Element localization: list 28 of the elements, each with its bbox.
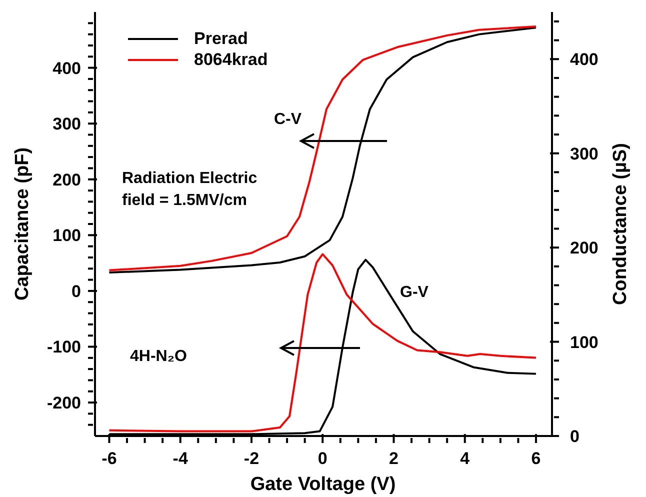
y2-tick-label: 200 [570, 238, 598, 258]
y-tick-label: 200 [52, 170, 81, 190]
y-tick-label: -200 [46, 394, 81, 413]
annotation: 4H-N₂O [130, 347, 187, 367]
x-tick-label: 6 [531, 449, 541, 468]
x-tick-label: -2 [244, 449, 260, 468]
x-tick-label: -4 [172, 449, 188, 468]
annotation: G-V [400, 283, 428, 303]
annotation: Radiation Electric field = 1.5MV/cm [122, 169, 258, 211]
x-axis-title: Gate Voltage (V) [250, 474, 396, 495]
y2-tick-label: 300 [570, 144, 598, 164]
x-tick-label: 2 [389, 449, 398, 468]
legend-label: 8064krad [194, 50, 268, 70]
y2-tick-label: 0 [570, 427, 580, 446]
y-tick-label: 300 [52, 114, 81, 134]
y-axis-title: Capacitance (pF) [12, 147, 33, 301]
y-tick-label: -100 [46, 338, 81, 357]
legend-label: Prerad [194, 28, 248, 48]
x-tick-label: -6 [102, 449, 117, 468]
y-tick-label: 400 [52, 58, 81, 78]
y-tick-label: 0 [72, 282, 81, 301]
y2-tick-label: 400 [570, 50, 598, 70]
x-tick-label: 4 [460, 449, 470, 468]
annotation: C-V [274, 110, 302, 130]
y2-axis-title: Conductance (µS) [610, 143, 631, 305]
x-tick-label: 0 [318, 449, 328, 468]
y2-tick-label: 100 [570, 332, 598, 352]
y-tick-label: 100 [52, 226, 81, 246]
